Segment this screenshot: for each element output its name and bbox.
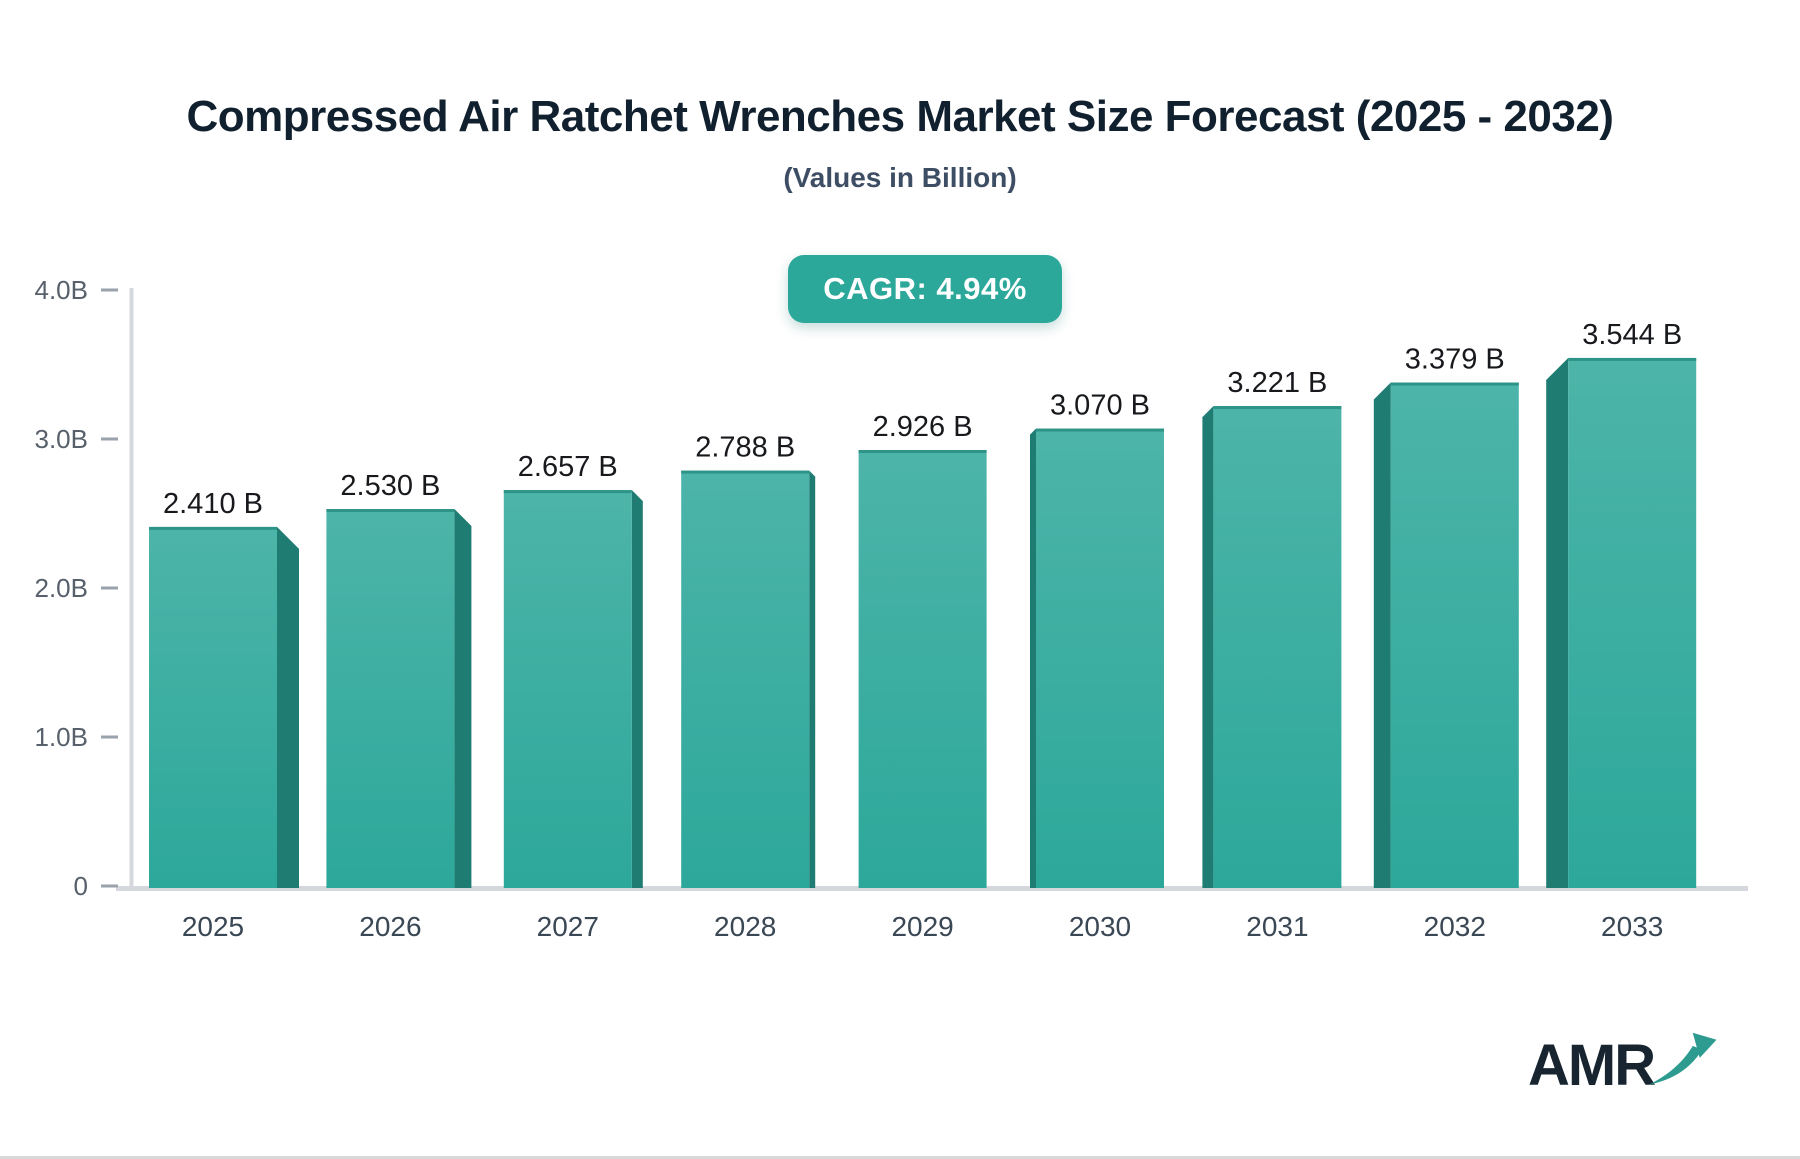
bar-top-edge <box>858 450 987 454</box>
x-axis-category-label: 2027 <box>537 911 599 942</box>
bar-side-3d <box>631 490 643 888</box>
cagr-badge: CAGR: 4.94% <box>788 255 1062 323</box>
chart-subtitle: (Values in Billion) <box>783 162 1017 193</box>
bar-side-3d <box>1373 382 1391 888</box>
bar-top-edge <box>681 470 810 474</box>
amr-logo-text: AMR <box>1528 1032 1656 1098</box>
bar-top-edge <box>1036 428 1164 432</box>
bar-top-edge <box>326 509 455 513</box>
bar-top-edge <box>503 490 632 494</box>
amr-logo: AMR <box>1528 1022 1718 1108</box>
bar-top-edge <box>1213 406 1342 410</box>
x-axis-category-label: 2031 <box>1246 911 1308 942</box>
x-axis-category-label: 2028 <box>714 911 776 942</box>
bar-top-edge <box>149 526 277 530</box>
x-axis-line <box>116 886 1748 891</box>
chart-title: Compressed Air Ratchet Wrenches Market S… <box>186 92 1614 141</box>
bar-top-edge <box>1568 357 1697 361</box>
bar-side-3d <box>1546 357 1569 889</box>
x-axis-category-label: 2033 <box>1601 911 1663 942</box>
x-axis-category-label: 2030 <box>1069 911 1131 942</box>
y-axis-tick-label: 1.0B <box>35 722 89 752</box>
bar-value-label: 3.221 B <box>1227 367 1327 399</box>
y-axis-tick <box>101 586 118 590</box>
bar-top-edge <box>1390 382 1519 386</box>
bar-value-label: 3.070 B <box>1050 390 1150 422</box>
y-axis-tick <box>101 735 118 739</box>
bar-value-label: 3.544 B <box>1582 319 1682 351</box>
bar-side-3d <box>1202 406 1214 888</box>
bar <box>326 509 455 888</box>
bar-side-3d <box>809 470 816 888</box>
bar-value-label: 3.379 B <box>1405 344 1505 376</box>
x-axis-category-label: 2025 <box>182 911 244 942</box>
bar-value-label: 2.530 B <box>340 470 440 502</box>
bar <box>858 450 987 888</box>
y-axis-tick <box>101 884 118 888</box>
y-axis-tick-label: 3.0B <box>35 424 89 454</box>
bar-side-3d <box>277 526 299 888</box>
y-axis-tick <box>101 437 118 441</box>
bar-side-3d <box>454 509 472 888</box>
bar <box>149 526 277 888</box>
bar-value-label: 2.410 B <box>163 488 263 520</box>
y-axis-line <box>129 288 134 891</box>
x-axis-category-label: 2026 <box>359 911 421 942</box>
bar <box>1390 382 1519 888</box>
bar-value-label: 2.926 B <box>873 411 973 443</box>
bar-value-label: 2.657 B <box>518 451 618 483</box>
bar <box>1568 357 1697 889</box>
bar-value-label: 2.788 B <box>695 432 795 464</box>
y-axis-tick-label: 2.0B <box>35 573 89 603</box>
growth-arrow-icon <box>1649 1032 1717 1085</box>
bar <box>681 470 810 888</box>
bar-side-3d <box>1030 428 1036 888</box>
x-axis-category-label: 2032 <box>1424 911 1486 942</box>
y-axis-tick <box>101 288 118 292</box>
bar <box>1213 406 1342 888</box>
bar <box>1036 428 1164 888</box>
cagr-badge-label: CAGR: 4.94% <box>823 271 1027 306</box>
y-axis-tick-label: 4.0B <box>35 275 89 305</box>
y-axis-tick-label: 0 <box>74 871 88 901</box>
bar <box>503 490 632 888</box>
x-axis-category-label: 2029 <box>891 911 953 942</box>
